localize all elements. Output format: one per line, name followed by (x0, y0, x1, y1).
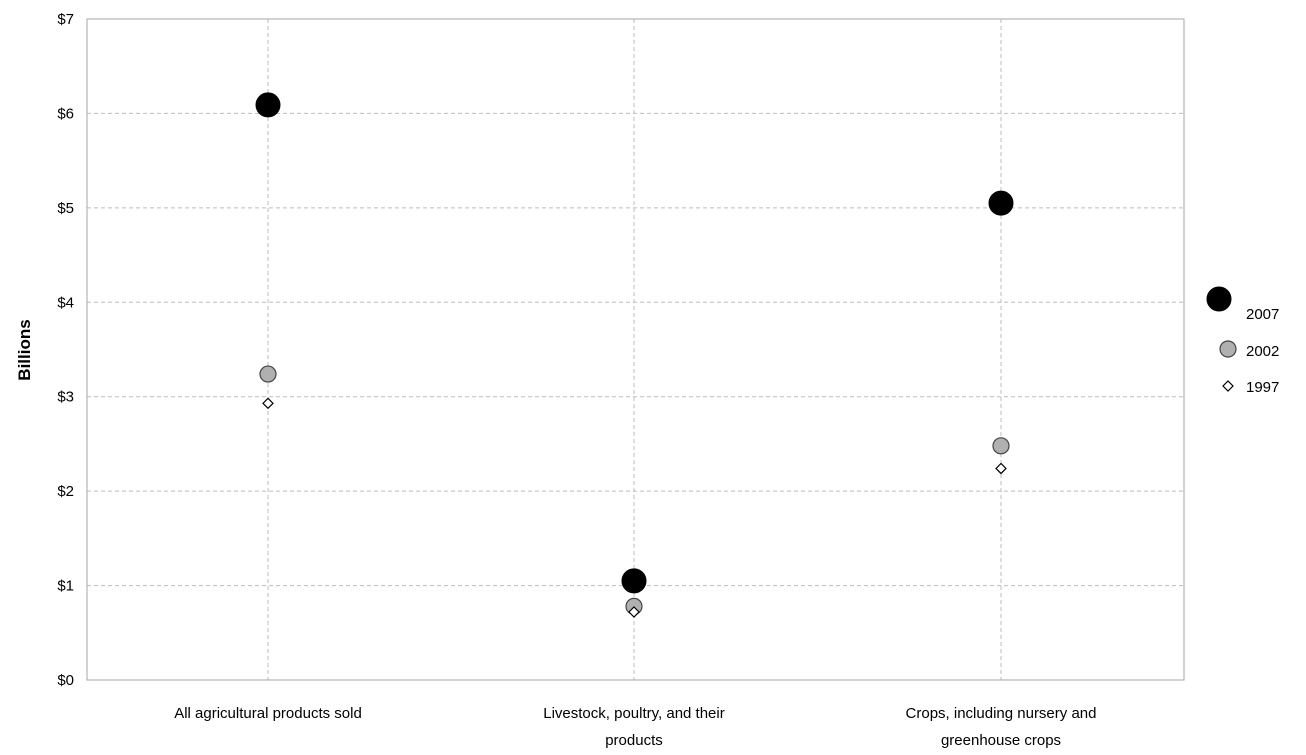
y-tick-label: $0 (57, 672, 74, 689)
data-point-2007 (621, 568, 647, 594)
x-category-label: All agricultural products sold (174, 705, 362, 722)
legend: 2007 2002 1997 (1206, 286, 1279, 396)
legend-label: 2007 (1246, 306, 1279, 323)
legend-marker-2002 (1219, 340, 1237, 358)
legend-marker-2007 (1206, 286, 1232, 312)
data-point-2002 (259, 365, 277, 383)
y-tick-label: $3 (57, 389, 74, 406)
data-point-2007 (255, 92, 281, 118)
data-point-2007 (988, 190, 1014, 216)
y-tick-label: $5 (57, 200, 74, 217)
grid-lines (87, 19, 1184, 680)
data-point-1997 (995, 462, 1007, 475)
y-tick-label: $2 (57, 483, 74, 500)
y-tick-label: $6 (57, 105, 74, 122)
data-point-1997 (628, 606, 640, 618)
y-axis-label: Billions (15, 319, 34, 380)
y-tick-label: $1 (57, 578, 74, 595)
legend-label: 2002 (1246, 343, 1279, 360)
y-axis-ticks: $0 $1 $2 $3 $4 $5 $6 $7 (57, 11, 74, 689)
data-markers (255, 92, 1014, 618)
y-tick-label: $7 (57, 11, 74, 28)
x-category-label: greenhouse crops (941, 732, 1061, 749)
x-category-label: products (605, 732, 663, 749)
y-tick-label: $4 (57, 294, 74, 311)
legend-marker-1997 (1222, 380, 1234, 392)
x-category-label: Livestock, poultry, and their (543, 705, 724, 722)
data-point-1997 (262, 397, 274, 410)
plot-area-frame (86, 18, 1185, 681)
data-point-2002 (992, 437, 1010, 455)
legend-label: 1997 (1246, 379, 1279, 396)
x-axis-ticks: All agricultural products sold Livestock,… (174, 705, 1096, 749)
x-category-label: Crops, including nursery and (906, 705, 1097, 722)
